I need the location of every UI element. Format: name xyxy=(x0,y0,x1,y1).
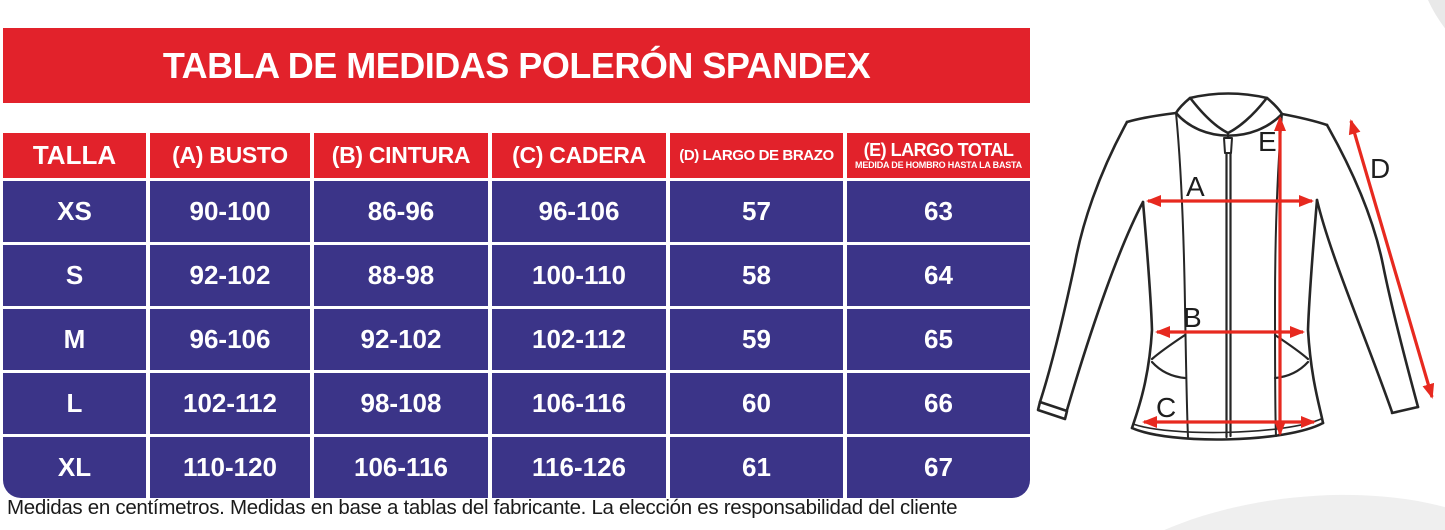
arrow-d-sleeve xyxy=(1348,119,1435,399)
size-table: TALLA (A) BUSTO (B) CINTURA (C) CADERA (… xyxy=(3,133,1030,498)
footer-note: Medidas en centímetros. Medidas en base … xyxy=(7,496,958,519)
cell-value: 106-116 xyxy=(492,373,666,434)
cell-value: 92-102 xyxy=(150,245,310,306)
cell-value: 88-98 xyxy=(314,245,488,306)
cell-value: 110-120 xyxy=(150,437,310,498)
header-cell-cadera: (C) CADERA xyxy=(492,133,666,178)
cell-value: 63 xyxy=(847,181,1030,242)
decorative-arc-top-right xyxy=(1415,0,1445,85)
cell-value: 59 xyxy=(670,309,843,370)
header-cell-cintura: (B) CINTURA xyxy=(314,133,488,178)
cell-value: 65 xyxy=(847,309,1030,370)
cell-value: 67 xyxy=(847,437,1030,498)
zipper-pull-icon xyxy=(1223,133,1233,154)
cell-size: S xyxy=(3,245,146,306)
label-a: A xyxy=(1186,171,1205,202)
header-cell-largo-brazo: (D) LARGO DE BRAZO xyxy=(670,133,843,178)
header-label: (D) LARGO DE BRAZO xyxy=(679,146,834,164)
jacket-measurement-diagram: A B C D E xyxy=(1036,92,1435,441)
header-cell-largo-total: (E) LARGO TOTAL MEDIDA DE HOMBRO HASTA L… xyxy=(847,133,1030,178)
cell-value: 96-106 xyxy=(492,181,666,242)
header-sublabel: MEDIDA DE HOMBRO HASTA LA BASTA xyxy=(855,159,1022,170)
cell-value: 106-116 xyxy=(314,437,488,498)
label-d: D xyxy=(1370,153,1390,184)
cell-value: 90-100 xyxy=(150,181,310,242)
cell-value: 86-96 xyxy=(314,181,488,242)
header-label: (A) BUSTO xyxy=(172,142,288,169)
cell-value: 57 xyxy=(670,181,843,242)
cell-value: 64 xyxy=(847,245,1030,306)
label-b: B xyxy=(1183,302,1202,333)
cell-size: M xyxy=(3,309,146,370)
cell-size: XS xyxy=(3,181,146,242)
header-cell-talla: TALLA xyxy=(3,133,146,178)
header-label: TALLA xyxy=(32,139,117,170)
page-title: TABLA DE MEDIDAS POLERÓN SPANDEX xyxy=(3,28,1030,103)
cell-value: 66 xyxy=(847,373,1030,434)
header-label: (B) CINTURA xyxy=(331,142,471,169)
cell-size: XL xyxy=(3,437,146,498)
cell-value: 96-106 xyxy=(150,309,310,370)
header-label: (E) LARGO TOTAL xyxy=(863,139,1014,160)
label-e: E xyxy=(1258,126,1277,157)
cell-value: 102-112 xyxy=(492,309,666,370)
measurement-arrows xyxy=(1142,116,1435,436)
cell-value: 116-126 xyxy=(492,437,666,498)
cell-value: 60 xyxy=(670,373,843,434)
cell-value: 102-112 xyxy=(150,373,310,434)
label-c: C xyxy=(1156,392,1176,423)
cell-size: L xyxy=(3,373,146,434)
cell-value: 98-108 xyxy=(314,373,488,434)
cell-value: 58 xyxy=(670,245,843,306)
cell-value: 100-110 xyxy=(492,245,666,306)
header-label: (C) CADERA xyxy=(512,142,646,169)
header-cell-busto: (A) BUSTO xyxy=(150,133,310,178)
cell-value: 61 xyxy=(670,437,843,498)
cell-value: 92-102 xyxy=(314,309,488,370)
